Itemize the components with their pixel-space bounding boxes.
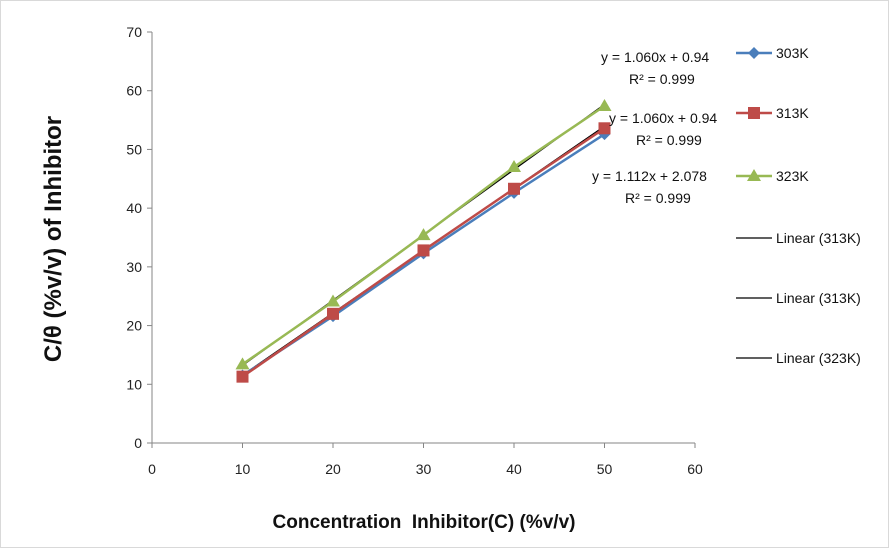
y-axis-title: C/θ (%v/v) of Inhibitor: [40, 116, 67, 362]
data-point-313K: [598, 122, 611, 135]
y-ticks: 0 10 20 30 40 50 60 70: [126, 24, 152, 451]
legend-trend-label: Linear (313K): [776, 290, 861, 306]
x-tick-label: 50: [597, 461, 613, 477]
y-tick-label: 40: [126, 200, 142, 216]
data-point-323K: [326, 294, 340, 307]
data-point-313K: [327, 307, 339, 320]
x-tick-label: 10: [235, 461, 251, 477]
x-axis-title: Concentration Inhibitor(C) (%v/v): [273, 512, 576, 533]
x-tick-label: 30: [416, 461, 432, 477]
y-tick-label: 60: [126, 83, 142, 99]
legend-marker-313K: [748, 107, 760, 119]
y-tick-label: 50: [126, 141, 142, 157]
legend-trend-label: Linear (313K): [776, 230, 861, 246]
trend-equations: y = 1.060x + 0.94 R² = 0.999 y = 1.060x + …: [592, 49, 717, 206]
data-point-323K: [235, 357, 250, 370]
legend-marker-323K: [747, 169, 761, 181]
x-tick-label: 0: [148, 461, 156, 477]
y-tick-label: 70: [126, 24, 142, 40]
trend-equation: y = 1.060x + 0.94: [609, 110, 717, 126]
y-tick-label: 20: [126, 318, 142, 334]
legend-label: 323K: [776, 168, 809, 184]
legend: 303K 313K 323K Linear (313K) Linear (313K) Li…: [736, 45, 861, 366]
x-tick-label: 40: [506, 461, 522, 477]
trend-r2: R² = 0.999: [629, 71, 695, 87]
x-tick-label: 20: [325, 461, 341, 477]
trend-r2: R² = 0.999: [625, 190, 691, 206]
y-tick-label: 30: [126, 259, 142, 275]
y-tick-label: 10: [126, 376, 142, 392]
data-point-323K: [597, 98, 612, 111]
legend-trend-label: Linear (323K): [776, 350, 861, 366]
data-point-313K: [508, 182, 520, 195]
x-ticks: 0 10 20 30 40 50 60: [148, 443, 703, 477]
data-point-323K: [416, 228, 431, 241]
legend-marker-303K: [748, 47, 760, 59]
trend-r2: R² = 0.999: [636, 132, 702, 148]
legend-label: 303K: [776, 45, 809, 61]
trend-equation: y = 1.112x + 2.078: [592, 168, 707, 184]
data-point-313K: [236, 370, 249, 383]
trend-equation: y = 1.060x + 0.94: [601, 49, 709, 65]
y-tick-label: 0: [134, 435, 142, 451]
x-tick-label: 60: [687, 461, 703, 477]
data-point-313K: [417, 244, 430, 257]
data-point-323K: [507, 160, 521, 173]
legend-label: 313K: [776, 105, 809, 121]
series: [235, 98, 612, 383]
